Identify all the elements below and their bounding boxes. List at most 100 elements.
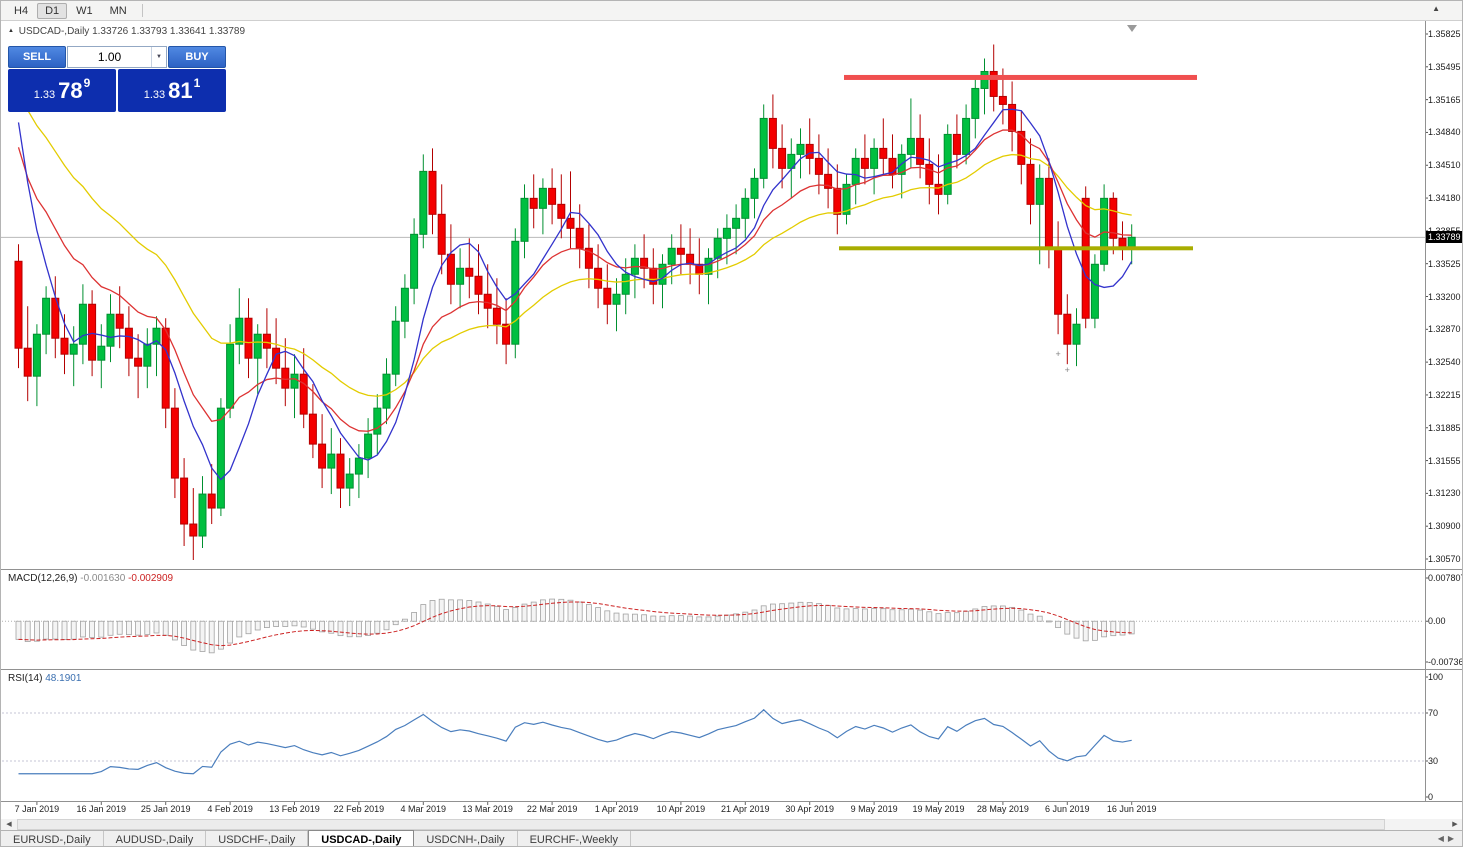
timeframe-buttons: H4 D1 W1 MN (6, 2, 136, 19)
date-axis-label: 16 Jun 2019 (1106, 804, 1157, 814)
price-axis-label: 1.31230 (1428, 488, 1461, 499)
price-axis-label: 1.35825 (1428, 29, 1461, 39)
rsi-indicator-label: RSI(14) 48.1901 (8, 673, 81, 684)
macd-axis-label: 0.00 (1428, 616, 1446, 627)
sell-button[interactable]: SELL (8, 46, 66, 68)
rsi-value: 48.1901 (45, 673, 82, 684)
price-axis-label: 1.32215 (1428, 389, 1461, 400)
date-axis-label: 4 Mar 2019 (400, 804, 447, 814)
timeframe-button-w1[interactable]: W1 (76, 4, 93, 17)
price-axis-label: 1.32870 (1428, 324, 1461, 335)
price-axis-label: 1.34840 (1428, 127, 1461, 138)
macd-panel-separator[interactable] (1, 569, 1462, 570)
date-axis-label: 9 May 2019 (850, 804, 898, 814)
price-axis-label: 1.33200 (1428, 291, 1461, 302)
current-price-badge: 1.33789 (1426, 231, 1462, 244)
buy-price-panel[interactable]: 1.33 81 1 (118, 69, 226, 112)
rsi-axis-label: 70 (1428, 708, 1439, 718)
rsi-indicator (2, 708, 1424, 775)
macd-indicator (2, 598, 1424, 654)
price-axis-label: 1.34180 (1428, 193, 1461, 204)
chart-tab-audusd[interactable]: AUDUSD-,Daily (104, 831, 207, 846)
chart-shift-icon[interactable] (1127, 25, 1137, 32)
timeframe-toolbar: H4 D1 W1 MN ▲ (1, 1, 1462, 21)
price-axis-label: 1.32540 (1428, 357, 1461, 368)
date-axis-label: 1 Apr 2019 (594, 804, 639, 814)
price-axis-label: 1.35495 (1428, 61, 1461, 72)
ma-blue-line (17, 108, 1133, 481)
date-axis-label: 22 Mar 2019 (526, 804, 578, 814)
price-axis-label: 1.31555 (1428, 455, 1461, 466)
timeframe-button-mn[interactable]: MN (109, 4, 127, 17)
chart-tabs: EURUSD-,Daily AUDUSD-,Daily USDCHF-,Daily U… (1, 830, 1462, 846)
lot-size-input[interactable]: 1.00 ▼ (67, 46, 167, 68)
date-axis-label: 6 Jun 2019 (1045, 804, 1090, 814)
lot-dropdown-icon[interactable]: ▼ (151, 47, 166, 67)
rsi-panel-separator[interactable] (1, 669, 1462, 670)
chart-tab-eurchf[interactable]: EURCHF-,Weekly (518, 831, 631, 846)
price-axis-label: 1.35165 (1428, 94, 1461, 105)
date-axis-label: 21 Apr 2019 (721, 804, 770, 814)
chart-symbol: USDCAD-,Daily (18, 26, 90, 37)
timeframe-button-d1[interactable]: D1 (37, 2, 68, 19)
price-axis-label: 1.30900 (1428, 521, 1461, 532)
date-axis-label: 28 May 2019 (976, 804, 1029, 814)
scrollbar-thumb[interactable] (17, 819, 1385, 830)
rsi-axis-label: 100 (1428, 672, 1444, 682)
date-axis-label: 16 Jan 2019 (76, 804, 127, 814)
date-axis-label: 13 Feb 2019 (269, 804, 320, 814)
rsi-axis-label: 0 (1428, 792, 1434, 802)
rsi-axis-label: 30 (1428, 756, 1439, 766)
buy-price-pips: 81 (168, 77, 193, 103)
sell-price-main: 1.33 (33, 88, 56, 101)
cross-marker: + (1065, 365, 1070, 375)
price-axis-label: 1.34510 (1428, 160, 1461, 171)
chart-title-marker-icon: ▲ (8, 28, 14, 34)
price-axis-label: 1.30570 (1428, 554, 1461, 564)
date-axis-label: 19 May 2019 (912, 804, 965, 814)
macd-title: MACD(12,26,9) (8, 573, 78, 584)
chart-ohlc-values: 1.33726 1.33793 1.33641 1.33789 (92, 26, 246, 37)
sell-price-panel[interactable]: 1.33 78 9 (8, 69, 116, 112)
macd-signal-line (18, 601, 1132, 647)
price-axis-label: 1.33525 (1428, 258, 1461, 269)
date-axis-label: 7 Jan 2019 (14, 804, 60, 814)
toolbar-overflow-icon[interactable]: ▲ (1432, 4, 1440, 13)
one-click-trading-panel: SELL 1.00 ▼ BUY 1.33 78 9 1.33 81 1 (8, 46, 226, 112)
chart-tab-usdcnh[interactable]: USDCNH-,Daily (414, 831, 518, 846)
date-axis-label: 10 Apr 2019 (656, 804, 706, 814)
horizontal-scrollbar[interactable]: ◀ ▶ (1, 819, 1462, 830)
timeframe-button-h4[interactable]: H4 (14, 4, 29, 17)
date-axis-label: 25 Jan 2019 (140, 804, 191, 814)
resistance-line[interactable] (844, 74, 1197, 80)
chart-tab-usdchf[interactable]: USDCHF-,Daily (206, 831, 309, 846)
scroll-right-icon[interactable]: ▶ (1452, 821, 1458, 828)
cross-marker: + (1055, 349, 1060, 359)
price-axis-label: 1.33855 (1428, 226, 1461, 236)
toolbar-separator (141, 4, 143, 17)
chart-title: ▲ USDCAD-,Daily 1.33726 1.33793 1.33641 … (8, 26, 245, 37)
chart-tab-usdcad[interactable]: USDCAD-,Daily (308, 830, 415, 846)
support-line[interactable] (839, 246, 1193, 251)
ma-red-line (17, 129, 1132, 432)
lot-size-value[interactable]: 1.00 (97, 50, 122, 64)
macd-axis-label: -0.007362 (1428, 657, 1462, 667)
date-axis-label: 4 Feb 2019 (207, 804, 253, 814)
macd-indicator-label: MACD(12,26,9) -0.001630 -0.002909 (8, 573, 173, 584)
rsi-title: RSI(14) (8, 673, 43, 684)
scroll-left-icon[interactable]: ◀ (6, 821, 12, 828)
buy-price-point: 1 (193, 76, 201, 90)
tab-nav-arrows[interactable]: ◀▶ (1437, 834, 1458, 843)
macd-signal-value: -0.002909 (128, 573, 174, 584)
price-axis-border (1425, 21, 1426, 801)
sell-price-pips: 78 (58, 77, 83, 103)
buy-button[interactable]: BUY (168, 46, 226, 68)
date-axis-border (1, 801, 1462, 802)
rsi-line (18, 708, 1132, 775)
macd-axis-label: 0.007807 (1428, 573, 1463, 583)
macd-main-value: -0.001630 (80, 573, 126, 584)
sell-price-point: 9 (83, 76, 91, 90)
chart-tab-eurusd[interactable]: EURUSD-,Daily (1, 831, 104, 846)
